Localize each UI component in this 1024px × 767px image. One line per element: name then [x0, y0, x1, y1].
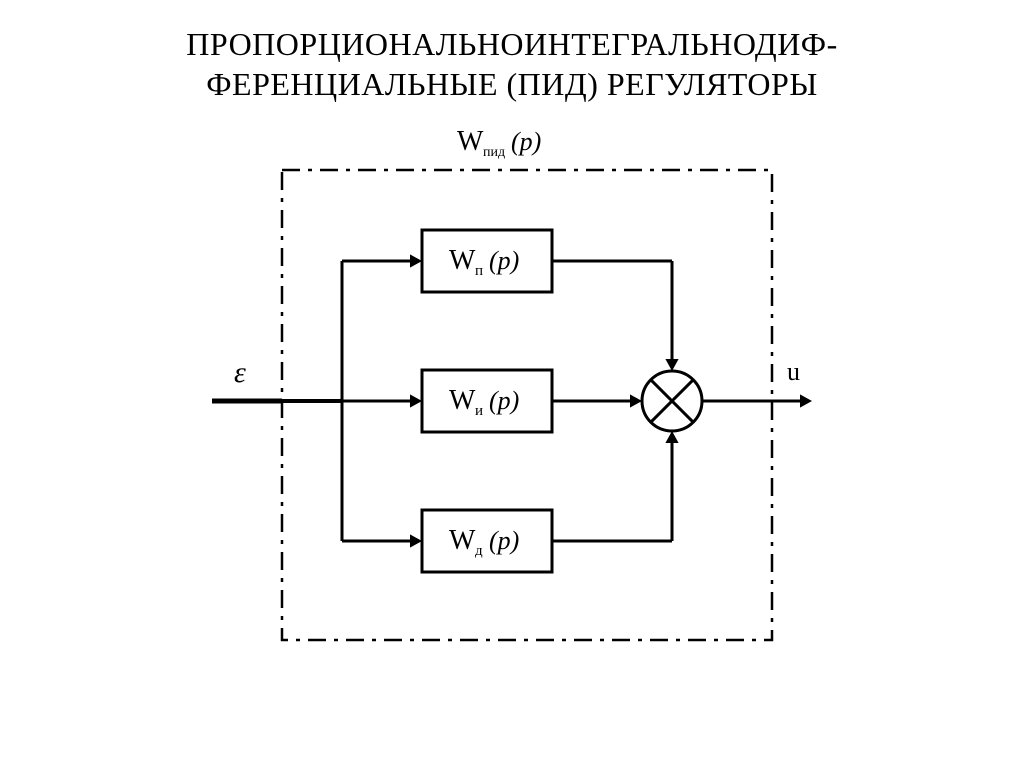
title-line-2: ФЕРЕНЦИАЛЬНЫЕ (ПИД) РЕГУЛЯТОРЫ	[0, 64, 1024, 104]
svg-text:(p): (p)	[489, 386, 519, 415]
svg-text:W: W	[449, 245, 476, 276]
svg-text:W: W	[449, 525, 476, 556]
svg-text:и: и	[475, 403, 483, 419]
page-title: ПРОПОРЦИОНАЛЬНОИНТЕГРАЛЬНОДИФ- ФЕРЕНЦИАЛ…	[0, 0, 1024, 104]
svg-text:п: п	[475, 263, 483, 279]
svg-text:(p): (p)	[489, 526, 519, 555]
diagram-container: Wпид (p) ε Wп (p) Wи (p) Wд (p) u	[0, 122, 1024, 662]
svg-text:(p): (p)	[489, 246, 519, 275]
svg-text:W: W	[449, 385, 476, 416]
title-line-1: ПРОПОРЦИОНАЛЬНОИНТЕГРАЛЬНОДИФ-	[0, 24, 1024, 64]
svg-text:u: u	[787, 357, 800, 386]
svg-text:пид: пид	[483, 145, 505, 160]
pid-block-diagram: Wпид (p) ε Wп (p) Wи (p) Wд (p) u	[192, 122, 832, 662]
svg-text:(p): (p)	[511, 127, 541, 156]
svg-text:ε: ε	[234, 356, 246, 389]
svg-text:W: W	[457, 126, 484, 157]
svg-text:д: д	[475, 543, 483, 559]
